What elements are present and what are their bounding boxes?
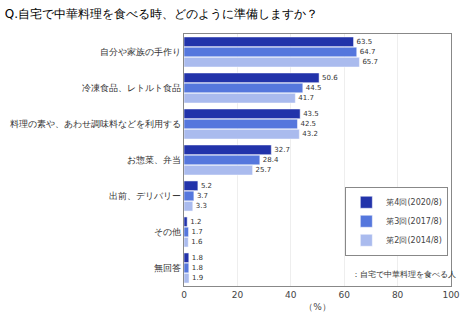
svg-text:80: 80 [392, 290, 404, 300]
svg-text:43.5: 43.5 [303, 110, 319, 118]
svg-text:その他: その他 [154, 227, 181, 237]
svg-text:1.6: 1.6 [191, 238, 203, 246]
svg-text:1.8: 1.8 [192, 254, 203, 262]
svg-text:60: 60 [338, 290, 350, 300]
svg-text:44.5: 44.5 [306, 84, 322, 92]
svg-text:1.2: 1.2 [190, 218, 201, 226]
svg-text:3.3: 3.3 [196, 202, 207, 210]
svg-text:32.7: 32.7 [274, 146, 290, 154]
svg-text:100: 100 [442, 290, 459, 300]
svg-text:料理の素や、あわせ調味料などを利用する: 料理の素や、あわせ調味料などを利用する [10, 119, 181, 129]
svg-text:第2回(2014/8): 第2回(2014/8) [386, 236, 441, 245]
svg-text:25.7: 25.7 [256, 166, 272, 174]
svg-text:Q.自宅で中華料理を食べる時、どのように準備しますか？: Q.自宅で中華料理を食べる時、どのように準備しますか？ [5, 7, 318, 21]
svg-text:出前、デリバリー: 出前、デリバリー [109, 191, 181, 201]
svg-text:お惣菜、弁当: お惣菜、弁当 [127, 155, 181, 165]
svg-text:65.7: 65.7 [362, 58, 378, 66]
svg-text:第4回(2020/8): 第4回(2020/8) [386, 198, 441, 207]
svg-text:41.7: 41.7 [298, 94, 314, 102]
svg-text:63.5: 63.5 [357, 38, 373, 46]
svg-text:20: 20 [232, 290, 244, 300]
svg-text:1.9: 1.9 [192, 274, 203, 282]
svg-text:28.4: 28.4 [263, 156, 279, 164]
svg-text:0: 0 [181, 290, 187, 300]
svg-text:1.7: 1.7 [192, 228, 203, 236]
svg-text:冷凍食品、レトルト食品: 冷凍食品、レトルト食品 [82, 83, 181, 93]
svg-text:3.7: 3.7 [197, 192, 208, 200]
svg-text:1.8: 1.8 [192, 264, 203, 272]
svg-text:5.2: 5.2 [201, 182, 212, 190]
svg-text:40: 40 [285, 290, 297, 300]
svg-text:自分や家族の手作り: 自分や家族の手作り [100, 47, 181, 57]
svg-text:43.2: 43.2 [302, 130, 318, 138]
svg-text:64.7: 64.7 [360, 48, 376, 56]
svg-text:第3回(2017/8): 第3回(2017/8) [386, 217, 441, 226]
svg-text:50.6: 50.6 [322, 74, 338, 82]
svg-text:42.5: 42.5 [300, 120, 316, 128]
svg-text:（%）: （%） [304, 302, 331, 312]
svg-text:無回答: 無回答 [154, 263, 181, 273]
svg-text:：自宅で中華料理を食べる人: ：自宅で中華料理を食べる人 [352, 270, 456, 279]
